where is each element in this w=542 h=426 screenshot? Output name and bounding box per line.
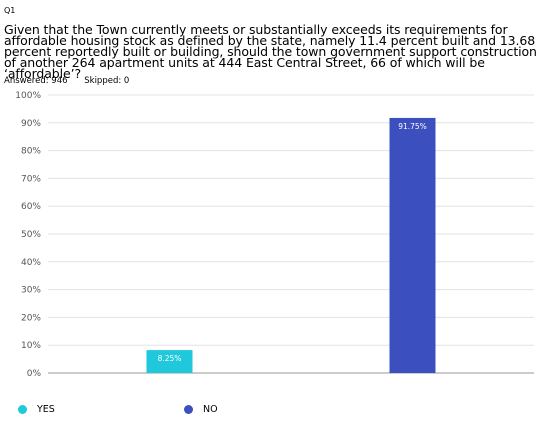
y-tick-label: 100% (15, 91, 41, 101)
y-tick-label: 0% (27, 369, 42, 379)
legend-label-yes: YES (37, 404, 55, 415)
data-labels: 8.25% 91.75% (158, 122, 427, 363)
legend-swatch-yes (18, 405, 27, 414)
data-label-no: 91.75% (398, 122, 427, 131)
legend-item-yes: YES (18, 404, 55, 415)
y-tick-label: 10% (21, 341, 41, 351)
y-tick-label: 90% (21, 119, 41, 129)
question-text: Given that the Town currently meets or s… (4, 22, 537, 81)
gridlines (48, 94, 534, 374)
data-label-yes: 8.25% (158, 354, 182, 363)
bar-yes (146, 350, 193, 373)
skipped-count: Skipped: 0 (84, 76, 130, 86)
y-tick-label: 80% (21, 147, 41, 157)
y-tick-label: 50% (21, 230, 41, 240)
y-tick-label: 20% (21, 313, 41, 323)
answered-count: Answered: 946 (4, 76, 68, 86)
bars (146, 117, 436, 373)
bar-no (389, 117, 436, 373)
y-axis-ticks: 0% 10% 20% 30% 40% 50% 60% 70% 80% 90% 100% (15, 91, 41, 379)
y-tick-label: 30% (21, 286, 41, 296)
y-tick-label: 40% (21, 258, 41, 268)
question-number: Q1 (4, 6, 16, 15)
legend-item-no: NO (184, 404, 218, 415)
y-tick-label: 70% (21, 174, 41, 184)
legend-label-no: NO (203, 404, 218, 415)
response-counts: Answered: 946 Skipped: 0 (4, 76, 143, 86)
legend-swatch-no (184, 405, 193, 414)
y-tick-label: 60% (21, 202, 41, 212)
